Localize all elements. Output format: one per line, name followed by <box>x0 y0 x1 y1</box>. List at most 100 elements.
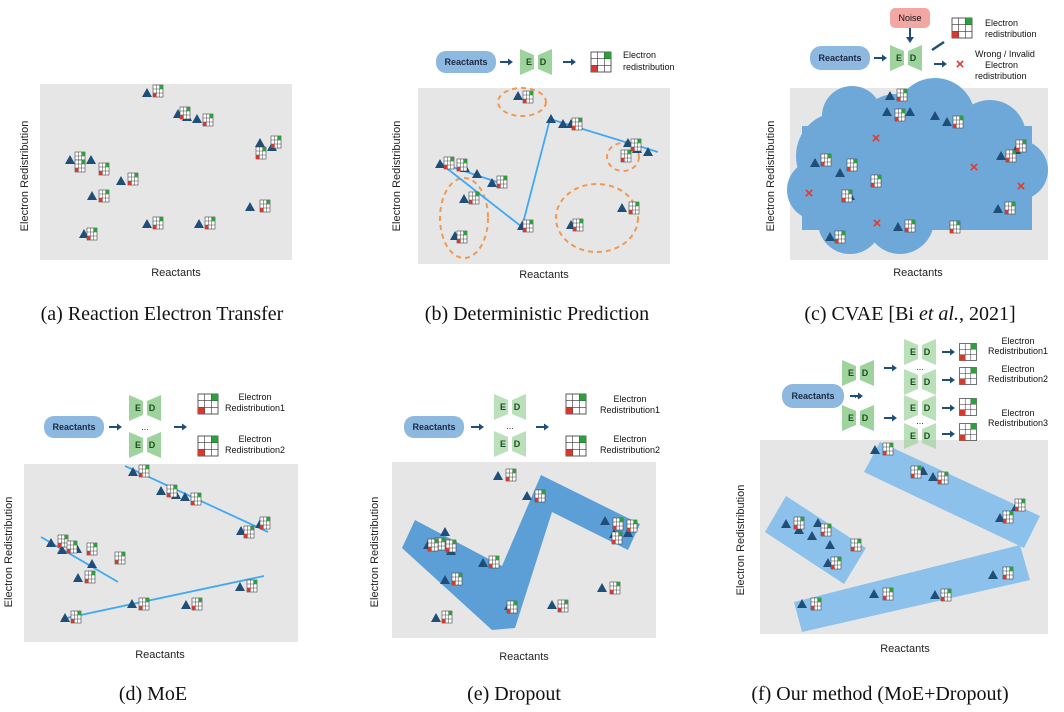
grid-marker <box>259 516 271 530</box>
reactants-pill <box>44 416 104 438</box>
x-axis-label-e: Reactants <box>499 651 549 663</box>
grid-marker <box>904 219 916 233</box>
grid-marker <box>66 540 78 554</box>
grid-marker <box>557 599 569 613</box>
svg-text:Redistribution2: Redistribution2 <box>225 445 285 455</box>
grid-marker <box>451 572 463 586</box>
svg-text:D: D <box>862 413 869 423</box>
grid-marker <box>445 539 457 553</box>
grid-marker <box>620 149 632 163</box>
arrow-icon <box>562 57 577 67</box>
svg-text:E: E <box>500 402 506 412</box>
panel-d: Reactants E D ... E D Electron Redistrib… <box>3 392 298 705</box>
grid-marker <box>70 610 82 624</box>
grid-marker <box>127 172 139 186</box>
grid-marker <box>1004 201 1016 215</box>
grid-marker <box>505 468 517 482</box>
svg-text:Reactants: Reactants <box>444 57 487 67</box>
cross-icon: × <box>956 56 965 73</box>
grid-marker <box>894 108 906 122</box>
arrow-icon <box>883 413 898 423</box>
x-axis-label-f: Reactants <box>880 643 930 655</box>
reactants-pill <box>782 384 844 408</box>
svg-text:D: D <box>924 347 931 357</box>
grid-icon <box>951 17 973 39</box>
grid-marker <box>882 587 894 601</box>
reactants-pill <box>810 46 870 70</box>
svg-text:Wrong / Invalid: Wrong / Invalid <box>975 49 1035 59</box>
grid-marker <box>191 597 203 611</box>
encoder-decoder-icon <box>129 432 161 458</box>
grid-marker <box>204 216 216 230</box>
encoder-decoder-icon <box>842 360 874 386</box>
grid-marker <box>179 106 191 120</box>
grid-marker <box>427 538 439 552</box>
svg-text:Reactants: Reactants <box>52 422 95 432</box>
svg-text:E: E <box>848 368 854 378</box>
arrow-icon <box>499 57 514 67</box>
svg-text:Electron: Electron <box>613 394 646 404</box>
arrow-icon <box>173 422 188 432</box>
grid-marker <box>820 523 832 537</box>
panel-b: Reactants E D Electron redistribution Re… <box>391 49 675 325</box>
svg-text:Redistribution3: Redistribution3 <box>988 418 1048 428</box>
grid-marker <box>846 158 858 172</box>
grid-marker <box>456 158 468 172</box>
grid-marker <box>952 115 964 129</box>
cross-icon: × <box>873 215 882 232</box>
svg-text:Electron: Electron <box>1001 336 1034 346</box>
encoder-decoder-icon <box>520 49 552 75</box>
grid-icon <box>959 367 977 385</box>
svg-text:Reactants: Reactants <box>818 53 861 63</box>
svg-text:D: D <box>924 403 931 413</box>
svg-text:Redistribution2: Redistribution2 <box>600 445 660 455</box>
svg-text:E: E <box>500 439 506 449</box>
grid-marker <box>937 471 949 485</box>
grid-marker <box>441 610 453 624</box>
svg-text:Redistribution1: Redistribution1 <box>988 346 1048 356</box>
grid-marker <box>910 465 922 479</box>
grid-marker <box>830 556 842 570</box>
grid-marker <box>57 534 69 548</box>
grid-marker <box>820 153 832 167</box>
reactants-pill <box>404 416 464 438</box>
grid-marker <box>626 519 638 533</box>
grid-marker <box>152 84 164 98</box>
encoder-decoder-icon <box>494 394 526 420</box>
grid-marker <box>86 542 98 556</box>
grid-marker <box>1002 510 1014 524</box>
svg-text:Reactants: Reactants <box>412 422 455 432</box>
grid-marker <box>166 484 178 498</box>
svg-text:Electron: Electron <box>1001 408 1034 418</box>
grid-icon <box>590 51 612 73</box>
encoder-decoder-icon <box>129 395 161 421</box>
svg-text:E: E <box>896 53 902 63</box>
grid-marker <box>443 156 455 170</box>
grid-marker <box>793 516 805 530</box>
flow-f: Reactants E D ... E D E D ... E D E D ..… <box>782 336 1048 449</box>
grid-marker <box>609 581 621 595</box>
panel-c: × × × × × Noise Reactants E D Electron redis… <box>765 8 1048 325</box>
caption-a: (a) Reaction Electron Transfer <box>41 303 284 325</box>
grid-marker <box>834 230 846 244</box>
grid-icon <box>197 393 219 415</box>
grid-icon <box>959 398 977 416</box>
svg-text:E: E <box>848 413 854 423</box>
ellipses-b <box>439 87 640 259</box>
svg-text:E: E <box>910 347 916 357</box>
grid-marker <box>98 189 110 203</box>
grid-marker <box>841 189 853 203</box>
grid-marker <box>571 117 583 131</box>
svg-text:E: E <box>910 377 916 387</box>
caption-c: (c) CVAE [Bi et al., 2021] <box>804 303 1015 325</box>
grid-marker <box>506 600 518 614</box>
svg-text:Noise: Noise <box>898 13 921 23</box>
grid-marker <box>1014 498 1026 512</box>
svg-text:...: ... <box>141 422 149 432</box>
grid-marker <box>190 492 202 506</box>
grid-marker <box>152 216 164 230</box>
grid-marker <box>138 464 150 478</box>
grid-marker <box>522 90 534 104</box>
grid-marker <box>1005 149 1017 163</box>
